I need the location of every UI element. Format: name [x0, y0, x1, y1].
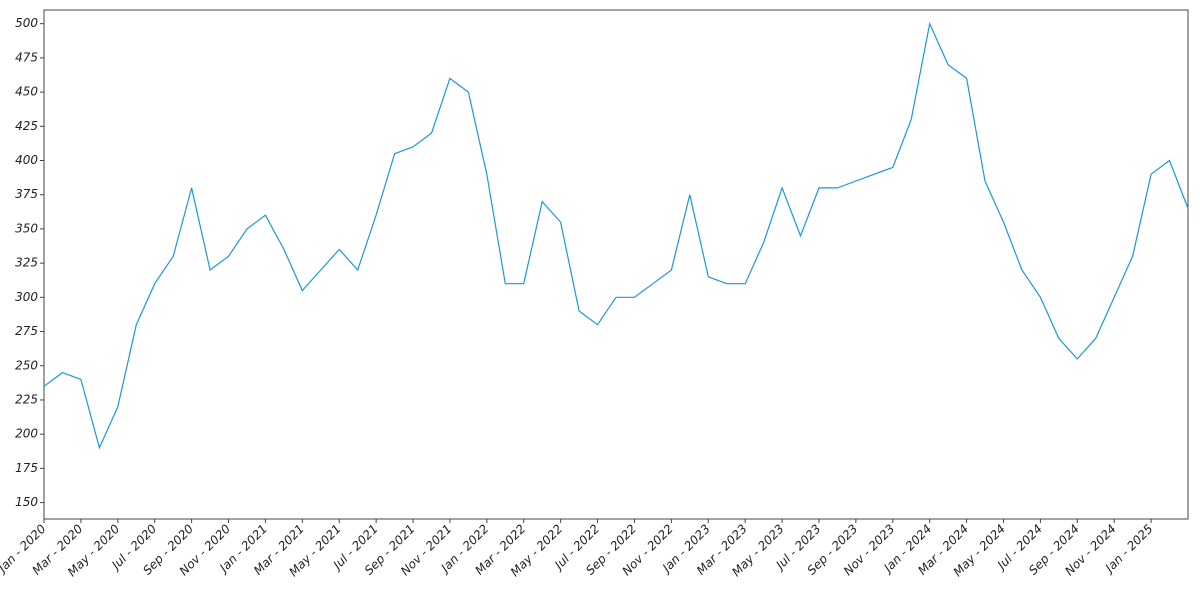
y-tick-label: 300: [15, 290, 38, 304]
price-line: [43, 21, 1189, 450]
y-tick-label: 475: [15, 50, 38, 64]
y-tick-label: 450: [15, 85, 38, 99]
y-tick-label: 250: [15, 358, 38, 372]
y-tick-label: 175: [15, 461, 38, 475]
y-tick-label: 200: [15, 427, 38, 441]
y-tick-label: 350: [15, 221, 38, 235]
y-tick-label: 275: [15, 324, 38, 338]
y-tick-label: 500: [15, 16, 38, 30]
y-tick-label: 150: [15, 495, 38, 509]
y-tick-label: 400: [15, 153, 38, 167]
y-tick-label: 225: [15, 392, 38, 406]
y-tick-label: 375: [15, 187, 38, 201]
plot-frame: [43, 9, 1189, 520]
y-tick-label: 425: [15, 119, 38, 133]
y-tick-label: 325: [15, 256, 38, 270]
